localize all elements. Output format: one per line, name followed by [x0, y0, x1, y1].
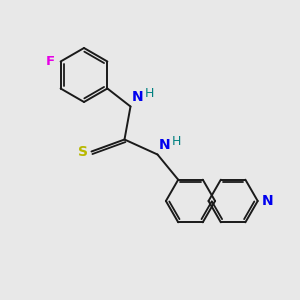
Text: N: N — [132, 90, 144, 104]
Text: S: S — [78, 145, 88, 158]
Text: N: N — [261, 194, 273, 208]
Text: N: N — [159, 138, 171, 152]
Text: F: F — [46, 55, 55, 68]
Text: H: H — [172, 135, 181, 148]
Text: H: H — [145, 87, 154, 100]
